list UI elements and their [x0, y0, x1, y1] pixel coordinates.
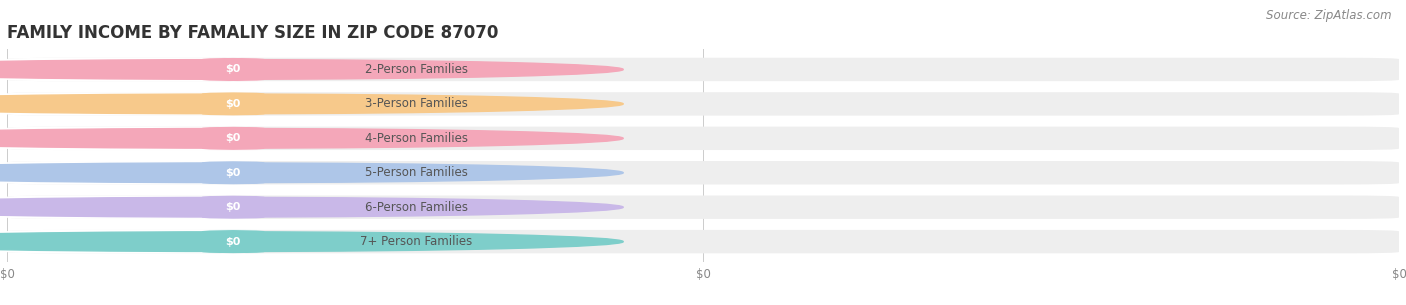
FancyBboxPatch shape	[202, 127, 264, 150]
FancyBboxPatch shape	[7, 127, 264, 150]
FancyBboxPatch shape	[202, 92, 264, 116]
FancyBboxPatch shape	[202, 58, 264, 81]
Circle shape	[0, 94, 623, 114]
FancyBboxPatch shape	[202, 196, 264, 219]
FancyBboxPatch shape	[202, 161, 264, 185]
Text: $0: $0	[225, 133, 240, 143]
FancyBboxPatch shape	[7, 196, 264, 219]
Text: 5-Person Families: 5-Person Families	[364, 166, 467, 179]
FancyBboxPatch shape	[7, 196, 1399, 219]
Text: 6-Person Families: 6-Person Families	[364, 201, 468, 214]
FancyBboxPatch shape	[7, 58, 1399, 81]
Text: $0: $0	[225, 64, 240, 74]
FancyBboxPatch shape	[7, 92, 264, 116]
Text: $0: $0	[225, 202, 240, 212]
FancyBboxPatch shape	[7, 92, 1399, 116]
Text: Source: ZipAtlas.com: Source: ZipAtlas.com	[1267, 9, 1392, 22]
Text: $0: $0	[225, 99, 240, 109]
Circle shape	[0, 59, 623, 79]
FancyBboxPatch shape	[7, 230, 1399, 253]
Text: 2-Person Families: 2-Person Families	[364, 63, 468, 76]
Text: 7+ Person Families: 7+ Person Families	[360, 235, 472, 248]
Text: 3-Person Families: 3-Person Families	[364, 97, 467, 110]
Circle shape	[0, 128, 623, 148]
Text: 4-Person Families: 4-Person Families	[364, 132, 468, 145]
Text: $0: $0	[225, 168, 240, 178]
Circle shape	[0, 197, 623, 217]
FancyBboxPatch shape	[7, 161, 1399, 185]
FancyBboxPatch shape	[7, 127, 1399, 150]
Text: $0: $0	[225, 237, 240, 247]
FancyBboxPatch shape	[7, 230, 264, 253]
Text: FAMILY INCOME BY FAMALIY SIZE IN ZIP CODE 87070: FAMILY INCOME BY FAMALIY SIZE IN ZIP COD…	[7, 24, 498, 42]
Circle shape	[0, 163, 623, 183]
FancyBboxPatch shape	[202, 230, 264, 253]
Circle shape	[0, 232, 623, 252]
FancyBboxPatch shape	[7, 161, 264, 185]
FancyBboxPatch shape	[7, 58, 264, 81]
